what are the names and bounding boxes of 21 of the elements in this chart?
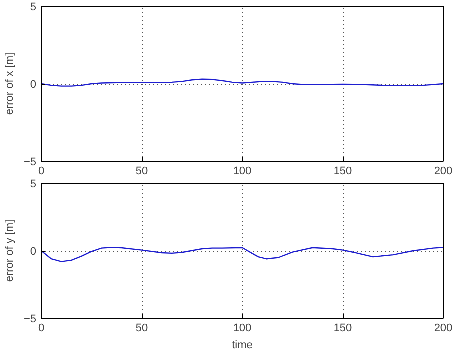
line-series	[42, 247, 444, 262]
x-tick-label: 0	[38, 166, 45, 178]
y-tick-label: −5	[24, 314, 37, 326]
x-tick-label: 0	[38, 322, 45, 334]
y-tick-label: −5	[24, 156, 37, 168]
line-series	[42, 78, 444, 87]
x-tick-label: 200	[434, 322, 453, 334]
y-axis-title: error of x [m]	[4, 52, 16, 116]
x-axis-title: time	[232, 340, 253, 352]
x-tick-label: 100	[233, 166, 252, 178]
x-tick-label: 200	[434, 166, 453, 178]
y-tick-label: 0	[30, 246, 37, 258]
y-tick-label: 0	[30, 79, 37, 91]
x-tick-label: 50	[136, 166, 148, 178]
y-tick-label: 5	[30, 2, 37, 14]
y-tick-label: 5	[30, 178, 37, 190]
x-tick-label: 100	[233, 322, 252, 334]
x-tick-label: 150	[334, 322, 352, 334]
x-tick-label: 150	[334, 166, 352, 178]
y-axis-title: error of y [m]	[4, 220, 16, 282]
x-tick-label: 50	[136, 322, 148, 334]
